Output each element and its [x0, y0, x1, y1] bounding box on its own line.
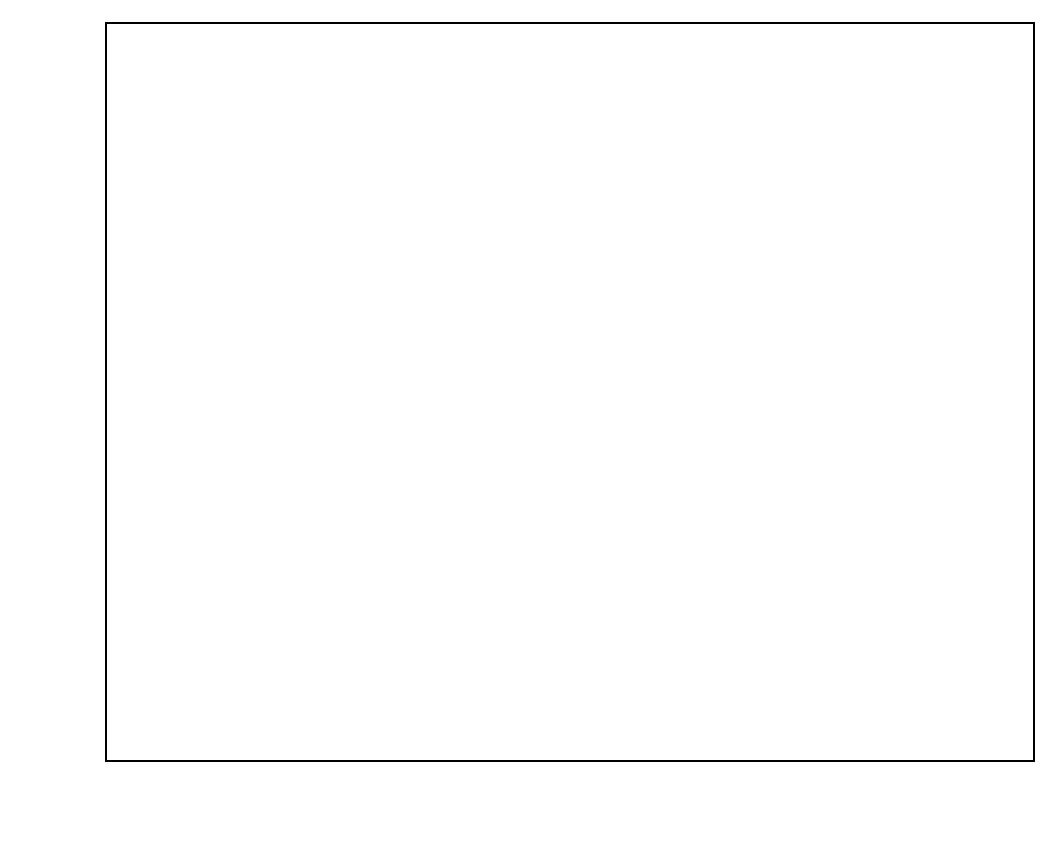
y-axis-title-box [4, 24, 66, 760]
seismic-wavefield-canvas [107, 24, 1033, 760]
